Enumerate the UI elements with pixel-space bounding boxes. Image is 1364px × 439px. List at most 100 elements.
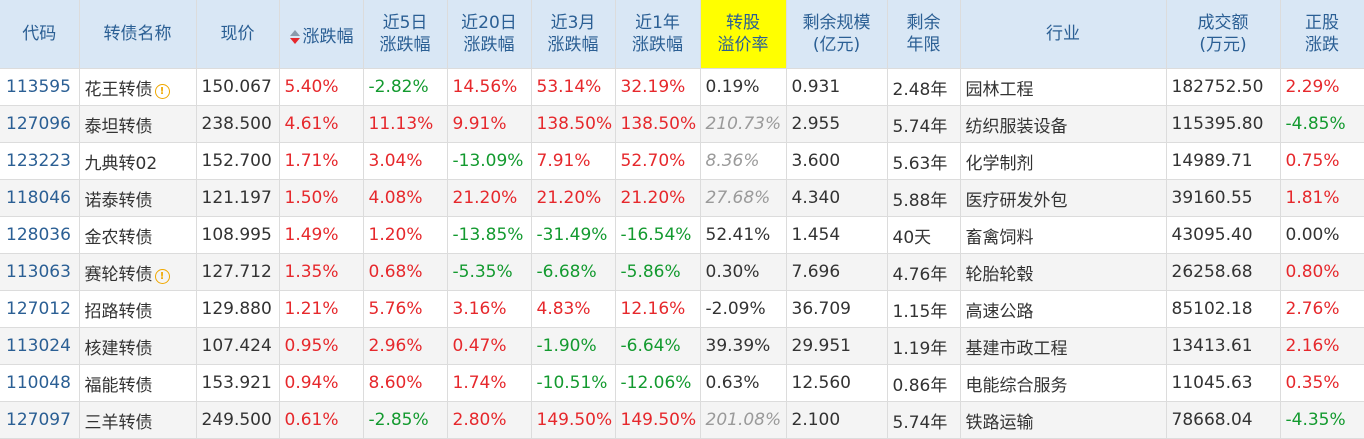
- cell-chg: 0.61%: [279, 401, 364, 439]
- header-sublabel: 涨跌幅: [463, 35, 515, 55]
- cell-name[interactable]: 花王转债!: [79, 68, 197, 106]
- cell-value: 0.63%: [705, 373, 760, 393]
- cell-code[interactable]: 128036: [0, 216, 80, 254]
- table-row[interactable]: 113595 花王转债! 150.067 5.40% -2.82% 14.56% 53.14…: [0, 68, 1364, 106]
- header-sublabel: 涨跌幅: [632, 35, 683, 55]
- cell-years: 5.63年: [887, 142, 961, 180]
- header-stock-change[interactable]: 正股 涨跌: [1280, 0, 1364, 69]
- header-chg-3m[interactable]: 近3月 涨跌幅: [531, 0, 616, 69]
- header-sublabel: 涨跌: [1305, 35, 1339, 55]
- cell-value: 0.75%: [1285, 151, 1340, 171]
- cell-name[interactable]: 三羊转债: [79, 401, 197, 439]
- table-row[interactable]: 123223 九典转02 152.700 1.71% 3.04% -13.09% 7.91%…: [0, 142, 1364, 180]
- cell-y1: -6.64%: [615, 327, 701, 365]
- cell-code[interactable]: 110048: [0, 364, 80, 402]
- cell-code[interactable]: 113024: [0, 327, 80, 365]
- cell-y1: 52.70%: [615, 142, 701, 180]
- cell-name[interactable]: 诺泰转债: [79, 179, 197, 217]
- header-chg-5d[interactable]: 近5日 涨跌幅: [363, 0, 448, 69]
- table-row[interactable]: 110048 福能转债 153.921 0.94% 8.60% 1.74% -10.51% -…: [0, 364, 1364, 402]
- header-chg-20d[interactable]: 近20日 涨跌幅: [447, 0, 532, 69]
- header-remaining-years[interactable]: 剩余 年限: [887, 0, 961, 69]
- cell-name[interactable]: 核建转债: [79, 327, 197, 365]
- cell-code[interactable]: 123223: [0, 142, 80, 180]
- cell-y1: 149.50%: [615, 401, 701, 439]
- cell-value: 畜禽饲料: [965, 227, 1034, 248]
- table-row[interactable]: 127012 招路转债 129.880 1.21% 5.76% 3.16% 4.83% 12.…: [0, 290, 1364, 328]
- cell-value: 11045.63: [1171, 373, 1253, 393]
- header-remaining-scale[interactable]: 剩余规模 (亿元): [786, 0, 888, 69]
- cell-chg: 1.50%: [279, 179, 364, 217]
- cell-prem: 210.73%: [700, 105, 787, 143]
- cell-code[interactable]: 127012: [0, 290, 80, 328]
- info-circle-icon[interactable]: !: [154, 268, 170, 284]
- header-sublabel: 年限: [906, 35, 941, 55]
- table-row[interactable]: 127097 三羊转债 249.500 0.61% -2.85% 2.80% 149.50%…: [0, 401, 1364, 439]
- cell-value: 5.88年: [892, 190, 948, 211]
- cell-value: 3.04%: [368, 151, 423, 171]
- cell-value: 85102.18: [1171, 299, 1253, 319]
- cell-value: 0.30%: [705, 262, 760, 282]
- header-chg-1y[interactable]: 近1年 涨跌幅: [615, 0, 701, 69]
- cell-m3: -10.51%: [531, 364, 616, 402]
- cell-prem: 201.08%: [700, 401, 787, 439]
- cell-value: 128036: [6, 225, 71, 245]
- cell-value: 1.81%: [1285, 188, 1340, 208]
- cell-value: 花王转债: [84, 79, 153, 100]
- cell-amount: 43095.40: [1166, 216, 1281, 254]
- cell-value: 108.995: [201, 225, 272, 245]
- cell-code[interactable]: 118046: [0, 179, 80, 217]
- cell-years: 1.15年: [887, 290, 961, 328]
- cell-value: 21.20%: [620, 188, 686, 208]
- cell-value: 53.14%: [536, 77, 602, 97]
- header-label: 现价: [220, 24, 255, 44]
- header-code[interactable]: 代码: [0, 0, 80, 69]
- sort-desc-icon[interactable]: [289, 30, 301, 44]
- info-circle-icon[interactable]: !: [154, 83, 170, 99]
- cell-d5: -2.82%: [363, 68, 448, 106]
- table-row[interactable]: 128036 金农转债 108.995 1.49% 1.20% -13.85% -31.49…: [0, 216, 1364, 254]
- header-industry[interactable]: 行业: [960, 0, 1167, 69]
- cell-code[interactable]: 113595: [0, 68, 80, 106]
- cell-name[interactable]: 泰坦转债: [79, 105, 197, 143]
- cell-prem: 39.39%: [700, 327, 787, 365]
- cell-price: 152.700: [196, 142, 280, 180]
- header-name[interactable]: 转债名称: [79, 0, 197, 69]
- cell-prem: 0.19%: [700, 68, 787, 106]
- cell-name[interactable]: 九典转02: [79, 142, 197, 180]
- cell-name[interactable]: 金农转债: [79, 216, 197, 254]
- header-change[interactable]: 涨跌幅: [279, 0, 364, 69]
- header-label: 近5日: [382, 13, 428, 33]
- cell-value: 5.74年: [892, 412, 948, 433]
- table-row[interactable]: 127096 泰坦转债 238.500 4.61% 11.13% 9.91% 138.50%…: [0, 105, 1364, 143]
- cell-code[interactable]: 127096: [0, 105, 80, 143]
- cell-d5: 8.60%: [363, 364, 448, 402]
- cell-value: 招路转债: [84, 301, 153, 322]
- cell-price: 249.500: [196, 401, 280, 439]
- table-row[interactable]: 113024 核建转债 107.424 0.95% 2.96% 0.47% -1.90% -6…: [0, 327, 1364, 365]
- cell-y1: 138.50%: [615, 105, 701, 143]
- cell-value: 轮胎轮毂: [965, 264, 1034, 285]
- cell-code[interactable]: 127097: [0, 401, 80, 439]
- cell-chg: 1.71%: [279, 142, 364, 180]
- header-label: 剩余: [906, 13, 941, 33]
- cell-name[interactable]: 福能转债: [79, 364, 197, 402]
- cell-value: 8.60%: [368, 373, 423, 393]
- header-sublabel: 溢价率: [717, 35, 769, 55]
- cell-value: 113063: [6, 262, 71, 282]
- cell-name[interactable]: 招路转债: [79, 290, 197, 328]
- cell-value: 0.931: [791, 77, 841, 97]
- cell-value: 1.49%: [284, 225, 339, 245]
- header-turnover[interactable]: 成交额 (万元): [1166, 0, 1281, 69]
- cell-value: 0.68%: [368, 262, 423, 282]
- table-row[interactable]: 118046 诺泰转债 121.197 1.50% 4.08% 21.20% 21.20% 2…: [0, 179, 1364, 217]
- cell-name[interactable]: 赛轮转债!: [79, 253, 197, 291]
- table-row[interactable]: 113063 赛轮转债! 127.712 1.35% 0.68% -5.35% -6.68%…: [0, 253, 1364, 291]
- cell-code[interactable]: 113063: [0, 253, 80, 291]
- header-conv-premium[interactable]: 转股 溢价率: [700, 0, 787, 69]
- cell-d20: -13.09%: [447, 142, 532, 180]
- header-price[interactable]: 现价: [196, 0, 280, 69]
- cell-years: 5.88年: [887, 179, 961, 217]
- cell-d20: 3.16%: [447, 290, 532, 328]
- cell-prem: 52.41%: [700, 216, 787, 254]
